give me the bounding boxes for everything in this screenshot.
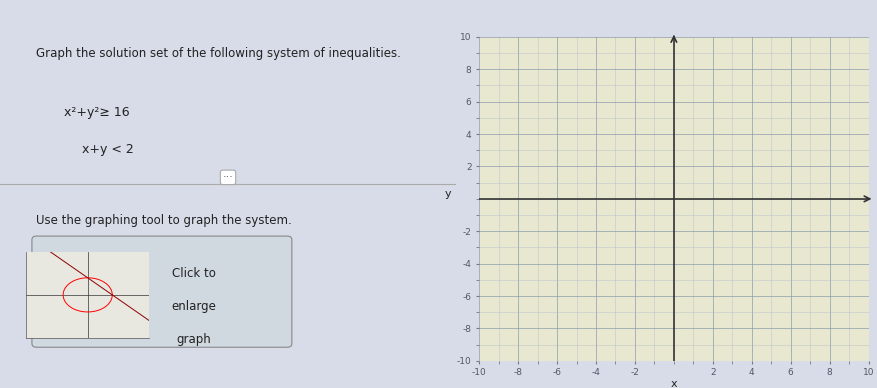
Text: Graph the solution set of the following system of inequalities.: Graph the solution set of the following … — [37, 47, 402, 60]
Text: graph: graph — [176, 333, 211, 346]
Text: Click to: Click to — [172, 267, 216, 280]
Y-axis label: y: y — [446, 189, 452, 199]
Text: ···: ··· — [223, 172, 233, 182]
Text: Use the graphing tool to graph the system.: Use the graphing tool to graph the syste… — [37, 214, 292, 227]
Text: enlarge: enlarge — [171, 300, 217, 313]
X-axis label: x: x — [671, 379, 677, 388]
Text: x²+y²≥ 16: x²+y²≥ 16 — [64, 106, 130, 120]
Text: x+y < 2: x+y < 2 — [82, 144, 134, 156]
FancyBboxPatch shape — [32, 236, 292, 347]
